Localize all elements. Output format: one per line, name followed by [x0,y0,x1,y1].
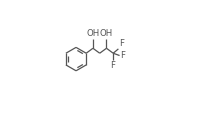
Text: OH: OH [86,29,100,38]
Text: OH: OH [100,29,113,38]
Text: F: F [119,39,124,48]
Text: F: F [120,51,125,60]
Text: F: F [110,61,115,70]
